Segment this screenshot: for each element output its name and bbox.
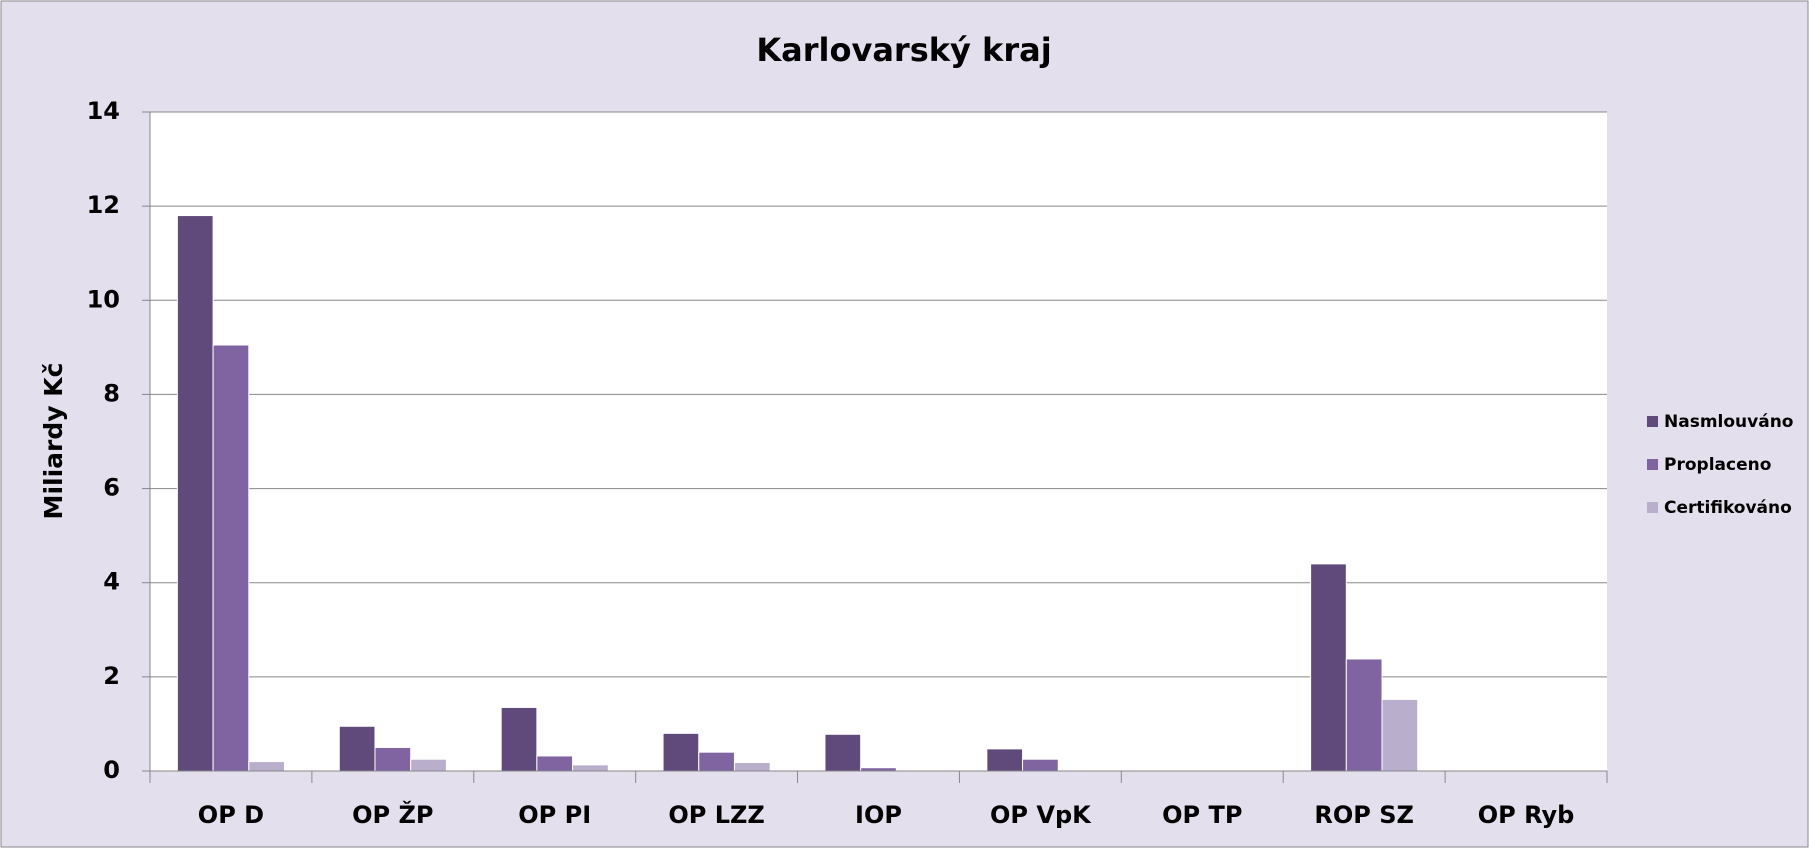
- x-tick-label: IOP: [855, 801, 902, 829]
- x-tick-label: OP ŽP: [352, 800, 433, 829]
- legend-label: Proplaceno: [1664, 455, 1771, 475]
- bar: [733, 762, 771, 772]
- bar: [698, 751, 735, 772]
- x-tick-label: OP TP: [1162, 801, 1242, 829]
- bar: [986, 748, 1024, 772]
- legend-label: Nasmlouváno: [1664, 412, 1793, 432]
- bar: [176, 215, 214, 772]
- bar: [536, 755, 574, 772]
- y-axis-label: Miliardy Kč: [39, 363, 68, 520]
- legend-swatch: [1647, 502, 1658, 513]
- y-tick-label: 12: [87, 191, 120, 219]
- bar: [212, 344, 250, 772]
- x-tick-label: OP PI: [518, 801, 591, 829]
- y-tick-label: 14: [87, 97, 120, 125]
- y-tick-label: 2: [103, 662, 120, 690]
- bar: [824, 733, 862, 772]
- y-tick-label: 4: [103, 568, 120, 596]
- bar: [1381, 698, 1419, 772]
- y-tick-label: 8: [103, 379, 120, 407]
- bar: [662, 732, 700, 772]
- bar: [1345, 658, 1383, 772]
- y-tick-label: 6: [103, 474, 120, 502]
- legend-label: Certifikováno: [1664, 498, 1792, 518]
- x-tick-label: OP Ryb: [1478, 801, 1575, 829]
- bar: [500, 706, 538, 772]
- chart-title: Karlovarský kraj: [756, 31, 1051, 69]
- y-tick-label: 10: [87, 285, 120, 313]
- x-tick-label: OP D: [198, 801, 264, 829]
- bar: [572, 764, 609, 772]
- bar: [1310, 563, 1347, 772]
- bar: [374, 746, 412, 772]
- legend-swatch: [1647, 459, 1658, 470]
- bar: [338, 725, 376, 772]
- x-tick-label: ROP SZ: [1314, 801, 1414, 829]
- bar: [410, 758, 447, 772]
- bar: [248, 761, 285, 772]
- y-tick-label: 0: [103, 756, 120, 784]
- legend-swatch: [1647, 416, 1658, 427]
- x-tick-label: OP VpK: [990, 801, 1092, 829]
- x-tick-label: OP LZZ: [668, 801, 764, 829]
- plot-area: [150, 112, 1607, 771]
- bar: [1022, 758, 1059, 772]
